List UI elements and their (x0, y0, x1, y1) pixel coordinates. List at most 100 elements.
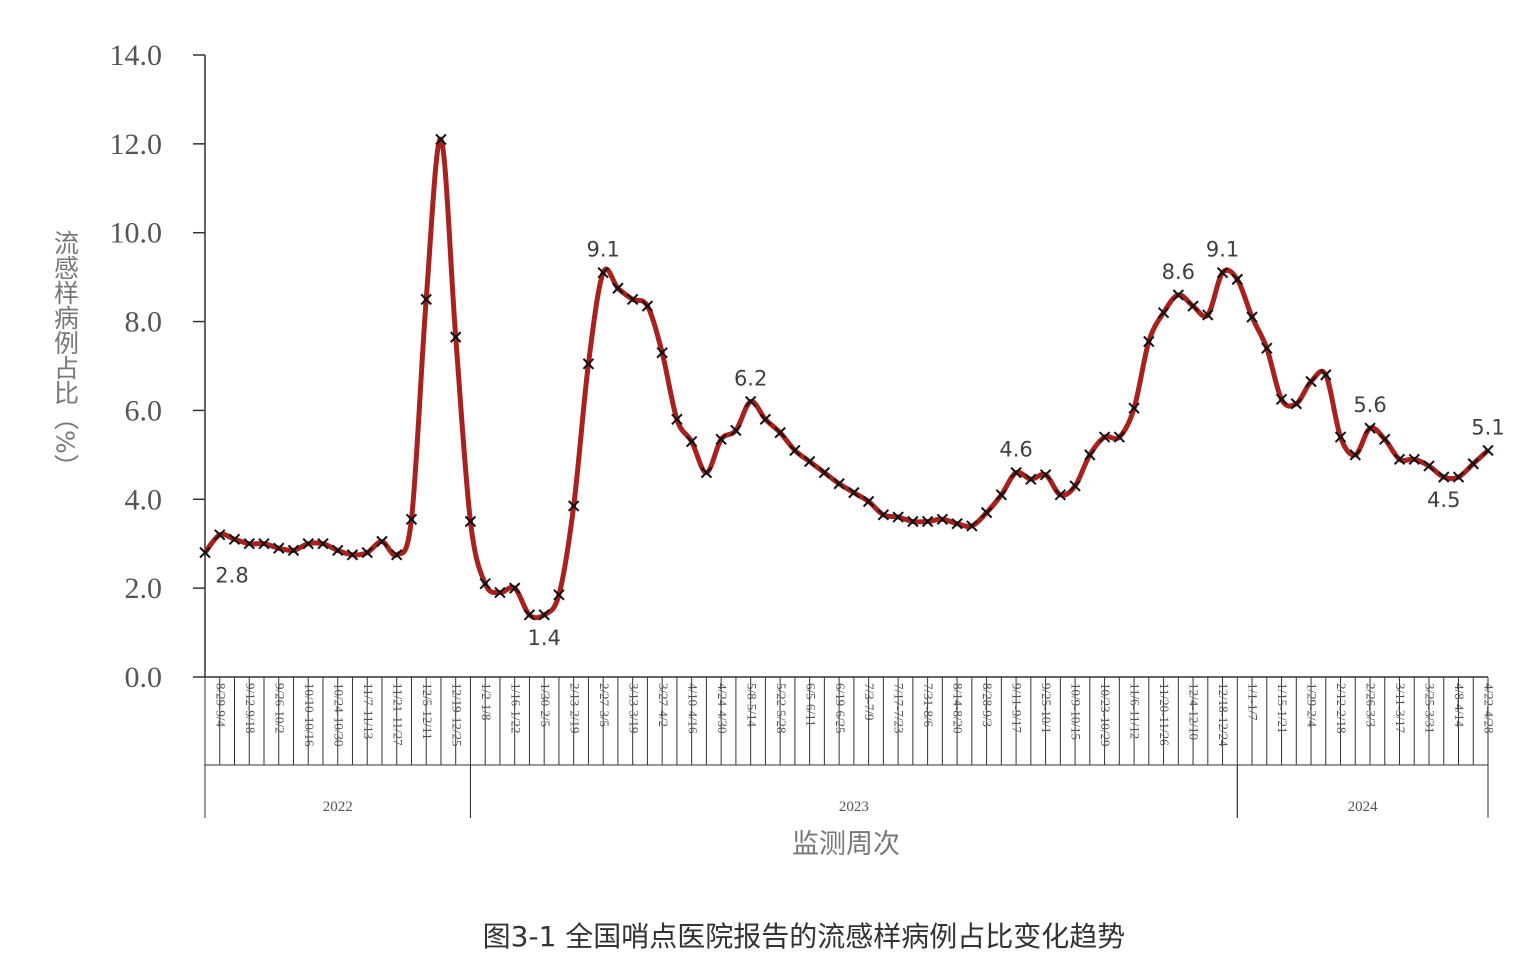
marker-stroke (862, 495, 875, 508)
x-tick-label: 10/23-10/29 (1098, 683, 1113, 747)
marker-stroke (228, 533, 241, 545)
x-tick-label: 8/29-9/4 (213, 683, 228, 728)
data-point (1098, 431, 1111, 443)
marker-stroke (538, 609, 550, 621)
data-point (995, 489, 1008, 501)
data-point (1423, 460, 1435, 472)
data-point (1364, 422, 1376, 434)
marker-stroke (317, 538, 329, 550)
y-tick-label: 4.0 (125, 483, 163, 516)
data-point (1305, 375, 1317, 388)
data-point (273, 542, 285, 554)
data-point (567, 500, 580, 512)
marker-stroke (921, 515, 934, 528)
data-point (700, 466, 713, 479)
data-point (1482, 444, 1494, 457)
marker-stroke (1216, 266, 1229, 279)
marker-stroke (1098, 431, 1111, 443)
x-tick-label: 2/12-2/18 (1334, 683, 1349, 734)
data-point (405, 513, 418, 525)
marker-stroke (1157, 306, 1170, 319)
marker-stroke (818, 466, 831, 479)
data-point (449, 331, 462, 343)
marker-stroke (1010, 466, 1022, 479)
x-tick-label: 9/12-9/18 (243, 683, 258, 734)
marker-stroke (346, 549, 359, 561)
data-point (656, 346, 668, 359)
marker-stroke (1290, 398, 1302, 410)
data-point (1438, 471, 1450, 483)
x-tick-label: 1/29-2/4 (1305, 683, 1320, 728)
x-tick-label: 4/22-4/28 (1482, 683, 1497, 734)
marker-stroke (361, 546, 373, 559)
data-point (744, 395, 757, 408)
data-point (1334, 431, 1347, 443)
x-tick-label: 1/1-1/7 (1246, 683, 1261, 721)
data-point (553, 589, 565, 601)
y-tick-label: 10.0 (110, 217, 163, 250)
data-point (1187, 300, 1199, 312)
marker-stroke (759, 413, 772, 426)
marker-stroke (1069, 480, 1081, 492)
marker-stroke (582, 358, 595, 370)
data-point (376, 535, 388, 548)
year-label: 2022 (323, 799, 353, 815)
marker-stroke (1025, 473, 1037, 485)
marker-stroke (597, 266, 609, 279)
marker-stroke (405, 513, 418, 525)
marker-stroke (1438, 471, 1450, 483)
marker-stroke (553, 589, 565, 601)
marker-stroke (1261, 342, 1273, 354)
x-tick-label: 9/25-10/1 (1039, 683, 1054, 734)
marker-stroke (258, 538, 270, 550)
x-tick-label: 9/26-10/2 (272, 683, 287, 734)
data-point (759, 413, 772, 426)
x-tick-label: 2/13-2/19 (567, 683, 582, 734)
marker-stroke (1320, 369, 1332, 381)
marker-stroke (1423, 460, 1435, 472)
x-tick-label: 1/2-1/8 (479, 683, 494, 721)
data-point (1202, 309, 1214, 321)
marker-stroke (1113, 431, 1126, 443)
data-point (1069, 480, 1081, 492)
data-point (361, 546, 373, 559)
data-point (287, 544, 300, 557)
data-point (1172, 289, 1185, 301)
data-point (317, 538, 329, 550)
data-label: 1.4 (527, 626, 560, 650)
x-axis-label: 监测周次 (792, 829, 900, 860)
data-point (1320, 369, 1332, 381)
x-tick-label: 11/20-11/26 (1157, 683, 1172, 746)
data-point (228, 533, 241, 545)
marker-stroke (302, 538, 314, 550)
data-point (1128, 402, 1140, 414)
data-point (1143, 335, 1155, 348)
data-point (391, 549, 403, 561)
x-tick-label: 4/8-4/14 (1452, 683, 1467, 728)
marker-stroke (951, 518, 963, 530)
data-label: 2.8 (215, 564, 248, 588)
year-label: 2024 (1348, 799, 1379, 815)
chart-title: 图3-1 全国哨点医院报告的流感样病例占比变化趋势 (483, 920, 1126, 953)
x-tick-label: 8/28-9/3 (980, 683, 995, 727)
marker-stroke (479, 577, 491, 590)
data-point (641, 300, 654, 312)
x-tick-label: 11/7-11/13 (361, 683, 376, 739)
marker-stroke (523, 609, 536, 621)
x-tick-label: 7/17-7/23 (892, 683, 907, 734)
data-point (479, 577, 491, 590)
data-point (730, 424, 742, 437)
data-point (523, 609, 536, 621)
data-point (214, 529, 226, 541)
x-tick-label: 10/10-10/16 (302, 683, 317, 747)
marker-stroke (1482, 444, 1494, 457)
data-point (1246, 311, 1258, 323)
y-axis-ticks: 0.0 2.0 4.0 6.0 8.0 10.0 12.0 14.0 (110, 39, 205, 694)
marker-stroke (494, 586, 506, 599)
data-point (848, 486, 860, 499)
data-point (671, 413, 683, 426)
x-axis-ticks: 8/29-9/4 9/12-9/18 9/26-10/2 10/10-10/16 10/… (204, 677, 1497, 765)
data-point (1025, 473, 1037, 485)
data-point (1393, 453, 1406, 466)
data-point (980, 506, 993, 519)
